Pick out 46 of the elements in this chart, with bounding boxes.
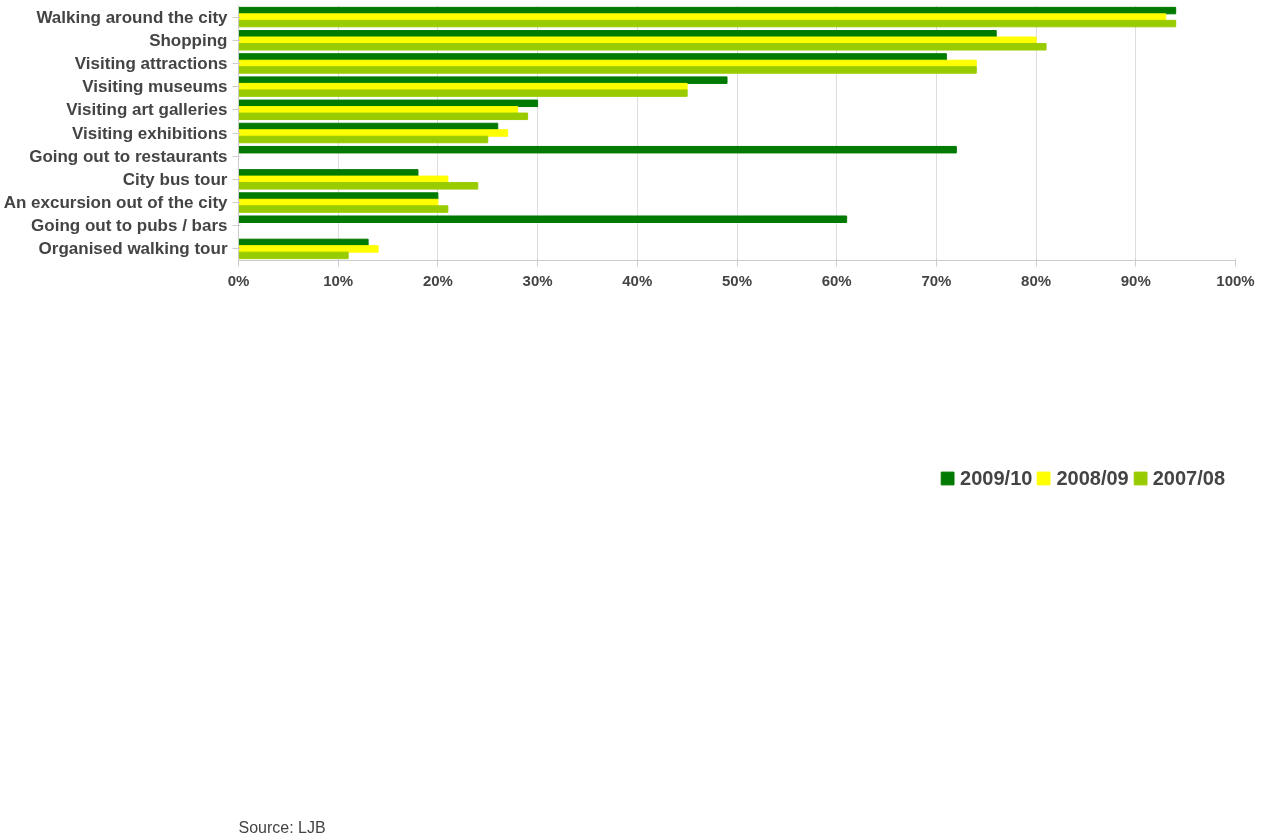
- legend-label: 2009/10: [960, 466, 1033, 490]
- bar: [238, 215, 848, 223]
- x-tick-label: 10%: [323, 271, 354, 289]
- bar: [238, 66, 977, 74]
- legend-label: 2007/08: [1152, 466, 1225, 490]
- x-tick-label: 100%: [1216, 271, 1255, 289]
- y-tick-label: Visiting attractions: [74, 53, 228, 73]
- x-tick-label: 80%: [1021, 271, 1052, 289]
- bar: [238, 99, 539, 108]
- source-note: Source: LJB: [238, 818, 326, 836]
- bar: [238, 245, 379, 253]
- x-tick-label: 40%: [622, 271, 653, 289]
- y-tick-label: An excursion out of the city: [3, 193, 229, 213]
- y-tick-label: Visiting exhibitions: [71, 123, 228, 143]
- y-tick-label: Shopping: [149, 30, 228, 50]
- y-tick-label: Going out to restaurants: [29, 146, 228, 166]
- x-tick-label: 70%: [921, 271, 952, 289]
- bar: [238, 89, 688, 97]
- y-tick-label: Organised walking tour: [38, 239, 228, 259]
- y-tick-label: Going out to pubs / bars: [31, 216, 228, 236]
- y-tick-label: Visiting art galleries: [66, 100, 228, 120]
- bar: [238, 251, 349, 260]
- bar: [238, 76, 728, 84]
- bar: [238, 175, 449, 184]
- bar: [238, 205, 449, 213]
- x-tick-label: 20%: [422, 271, 453, 289]
- bar: [238, 43, 1047, 51]
- legend-label: 2008/09: [1056, 466, 1129, 490]
- bar: [238, 135, 489, 144]
- bar: [238, 13, 1167, 21]
- bar: [238, 19, 1177, 28]
- x-tick-label: 0%: [227, 271, 250, 289]
- bar: [238, 36, 1037, 45]
- x-tick-label: 50%: [721, 271, 753, 289]
- y-tick-label: Visiting museums: [82, 77, 228, 97]
- x-tick-label: 30%: [522, 271, 553, 289]
- bar: [238, 192, 439, 200]
- x-tick-label: 60%: [821, 271, 852, 289]
- bar: [238, 53, 947, 61]
- y-tick-label: City bus tour: [122, 169, 228, 189]
- x-tick-label: 90%: [1120, 271, 1151, 289]
- bar: [238, 182, 479, 190]
- y-tick-label: Walking around the city: [36, 7, 229, 27]
- bar: [238, 129, 509, 137]
- bar: [238, 112, 529, 121]
- bar: [238, 145, 957, 154]
